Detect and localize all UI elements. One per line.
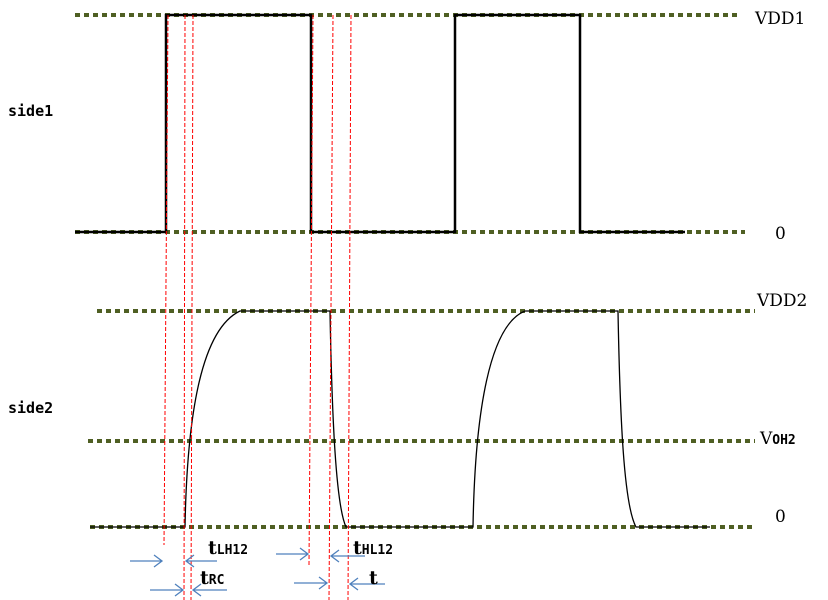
vdd1-label: VDD1 <box>754 9 805 29</box>
vdd2-label: VDD2 <box>756 291 807 311</box>
arrow-left-icon <box>191 583 227 597</box>
arrow-left-icon <box>329 549 365 563</box>
side1-waveform <box>75 13 685 234</box>
arrow-left-icon <box>348 577 385 591</box>
side1-label: side1 <box>8 102 53 120</box>
side2-zero-label: 0 <box>775 507 786 527</box>
arrow-right-icon <box>150 583 185 597</box>
arrow-right-icon <box>130 554 164 568</box>
arrow-right-icon <box>276 547 310 561</box>
arrow-right-icon <box>294 576 329 590</box>
marker-line <box>328 14 334 600</box>
marker-line <box>347 14 352 600</box>
marker-line <box>163 14 169 546</box>
side1-zero-label: 0 <box>775 224 786 244</box>
side2-label: side2 <box>8 399 53 417</box>
voh2-label: VOH2 <box>759 429 796 449</box>
trc-label: tRC <box>200 567 224 589</box>
tlh12-label: tLH12 <box>208 537 248 559</box>
t-label: t <box>369 567 378 589</box>
thl12-label: tHL12 <box>353 537 393 559</box>
side2-waveform <box>90 310 710 528</box>
arrow-left-icon <box>184 554 217 568</box>
marker-line <box>190 14 194 600</box>
marker-line <box>183 14 186 600</box>
marker-line <box>308 14 314 566</box>
